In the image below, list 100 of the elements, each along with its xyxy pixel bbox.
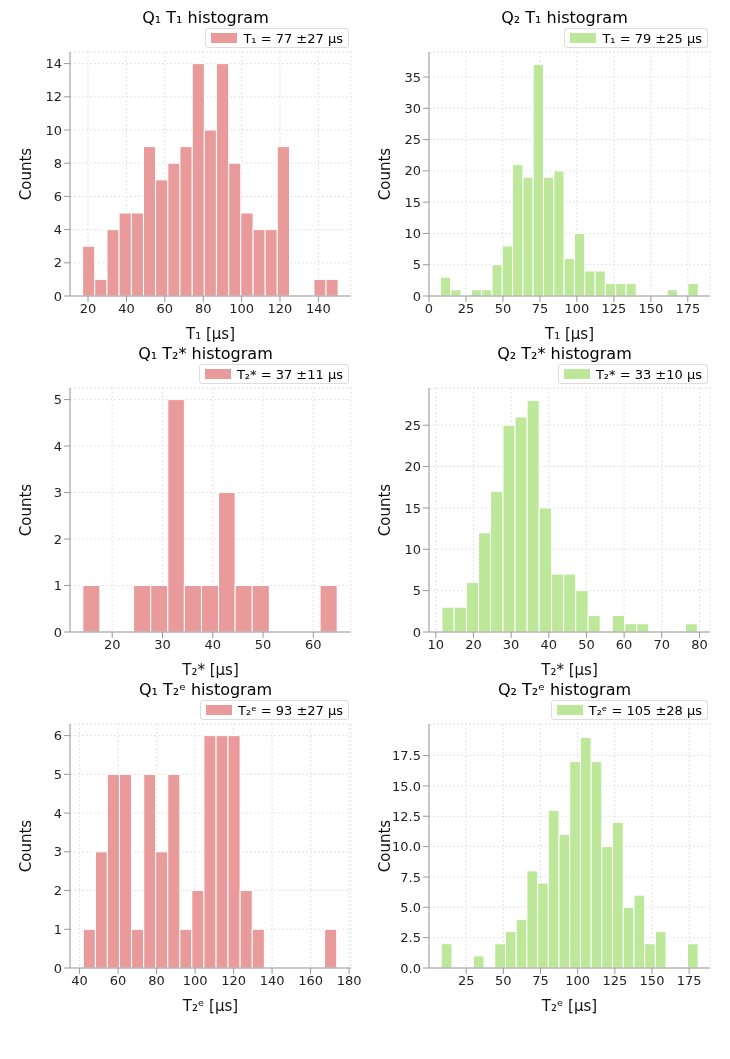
y-tick-label: 2 <box>53 883 62 899</box>
y-tick-label: 7.5 <box>400 869 421 885</box>
x-tick-label: 50 <box>578 637 595 653</box>
x-tick-label: 25 <box>457 973 475 989</box>
y-tick-label: 2 <box>53 531 62 547</box>
legend-label: T₁ = 79 ±25 μs <box>602 30 702 46</box>
x-tick-label: 100 <box>565 973 591 989</box>
x-axis-title: T₁ [μs] <box>543 324 595 343</box>
y-tick-label: 4 <box>53 222 62 238</box>
x-axis-title: T₂ᵉ [μs] <box>540 996 598 1015</box>
x-tick-label: 25 <box>457 301 475 317</box>
x-tick-label: 20 <box>79 301 97 317</box>
x-tick-label: 50 <box>494 301 512 317</box>
x-tick-label: 0 <box>424 301 434 317</box>
x-tick-label: 30 <box>502 637 520 653</box>
y-axis-title: Counts <box>376 483 395 537</box>
x-tick-label: 150 <box>638 301 664 317</box>
y-tick-label: 15 <box>404 194 421 210</box>
x-tick-label: 60 <box>615 637 633 653</box>
y-tick-label: 0.0 <box>400 960 421 976</box>
x-tick-label: 40 <box>540 637 558 653</box>
x-tick-label: 20 <box>465 637 482 653</box>
y-tick-label: 25 <box>404 417 421 433</box>
y-tick-label: 12.5 <box>392 808 421 824</box>
legend-label: T₁ = 77 ±27 μs <box>243 30 343 46</box>
y-tick-label: 2 <box>53 255 62 271</box>
y-tick-label: 0 <box>412 624 421 640</box>
x-axis-title: T₂* [μs] <box>540 660 598 679</box>
y-tick-label: 10 <box>404 226 421 242</box>
x-axis-title: T₂* [μs] <box>181 660 239 679</box>
chart-title: Q₁ T₂ᵉ histogram <box>137 680 274 700</box>
x-tick-label: 50 <box>254 637 272 653</box>
x-tick-label: 70 <box>653 637 671 653</box>
x-tick-label: 175 <box>676 973 702 989</box>
y-tick-label: 2.5 <box>400 930 421 946</box>
y-tick-label: 6 <box>53 728 62 744</box>
chart-title: Q₁ T₁ histogram <box>141 8 270 28</box>
y-axis-title: Counts <box>17 819 36 873</box>
x-tick-label: 60 <box>305 637 322 653</box>
x-tick-label: 80 <box>148 973 165 989</box>
x-tick-label: 140 <box>305 301 331 317</box>
y-tick-label: 1 <box>53 921 62 937</box>
x-tick-label: 140 <box>259 973 285 989</box>
y-tick-label: 3 <box>53 485 62 501</box>
y-tick-label: 15.0 <box>392 778 421 794</box>
x-tick-label: 100 <box>182 973 208 989</box>
y-tick-label: 20 <box>404 459 421 475</box>
x-tick-label: 10 <box>427 637 445 653</box>
y-tick-label: 5 <box>412 583 421 599</box>
legend-label: T₂ᵉ = 105 ±28 μs <box>588 702 702 718</box>
x-tick-label: 120 <box>267 301 293 317</box>
x-tick-label: 75 <box>532 973 549 989</box>
y-tick-label: 10 <box>45 122 62 138</box>
y-tick-label: 5 <box>53 392 62 408</box>
x-tick-label: 60 <box>156 301 174 317</box>
chart-title: Q₁ T₂* histogram <box>137 344 274 364</box>
x-tick-label: 80 <box>691 637 708 653</box>
x-tick-label: 125 <box>601 301 627 317</box>
x-tick-label: 20 <box>103 637 121 653</box>
y-tick-label: 14 <box>45 56 62 72</box>
y-axis-title: Counts <box>376 147 395 201</box>
x-axis-title: T₂ᵉ [μs] <box>181 996 239 1015</box>
x-tick-label: 150 <box>639 973 665 989</box>
chart-title: Q₂ T₁ histogram <box>500 8 629 28</box>
x-tick-label: 40 <box>118 301 135 317</box>
y-tick-label: 5 <box>53 766 62 782</box>
y-tick-label: 4 <box>53 438 62 454</box>
y-tick-label: 6 <box>53 189 62 205</box>
y-tick-label: 20 <box>404 163 421 179</box>
y-tick-label: 8 <box>53 155 62 171</box>
y-tick-label: 3 <box>53 844 62 860</box>
x-tick-label: 100 <box>229 301 255 317</box>
y-tick-label: 0 <box>53 624 62 640</box>
x-axis-title: T₁ [μs] <box>184 324 236 343</box>
y-tick-label: 0 <box>53 960 62 976</box>
legend-label: T₂ᵉ = 93 ±27 μs <box>237 702 343 718</box>
y-axis-title: Counts <box>17 147 36 201</box>
legend-label: T₂* = 33 ±10 μs <box>595 366 702 382</box>
x-tick-label: 125 <box>602 973 628 989</box>
y-tick-label: 35 <box>404 69 421 85</box>
y-tick-label: 0 <box>53 288 62 304</box>
x-tick-label: 50 <box>495 973 512 989</box>
y-axis-title: Counts <box>17 483 36 537</box>
x-tick-label: 40 <box>204 637 222 653</box>
x-tick-label: 175 <box>675 301 701 317</box>
y-tick-label: 5.0 <box>400 899 421 915</box>
y-tick-label: 10.0 <box>392 839 421 855</box>
chart-title: Q₂ T₂ᵉ histogram <box>496 680 633 700</box>
y-tick-label: 0 <box>412 288 421 304</box>
y-tick-label: 12 <box>45 89 62 105</box>
y-tick-label: 25 <box>404 132 421 148</box>
legend-label: T₂* = 37 ±11 μs <box>236 366 343 382</box>
y-tick-label: 10 <box>404 541 421 557</box>
x-tick-label: 100 <box>564 301 590 317</box>
x-tick-label: 40 <box>71 973 88 989</box>
y-tick-label: 4 <box>53 805 62 821</box>
y-tick-label: 5 <box>412 257 421 273</box>
x-tick-label: 75 <box>531 301 549 317</box>
chart-title: Q₂ T₂* histogram <box>496 344 633 364</box>
x-tick-label: 30 <box>154 637 171 653</box>
